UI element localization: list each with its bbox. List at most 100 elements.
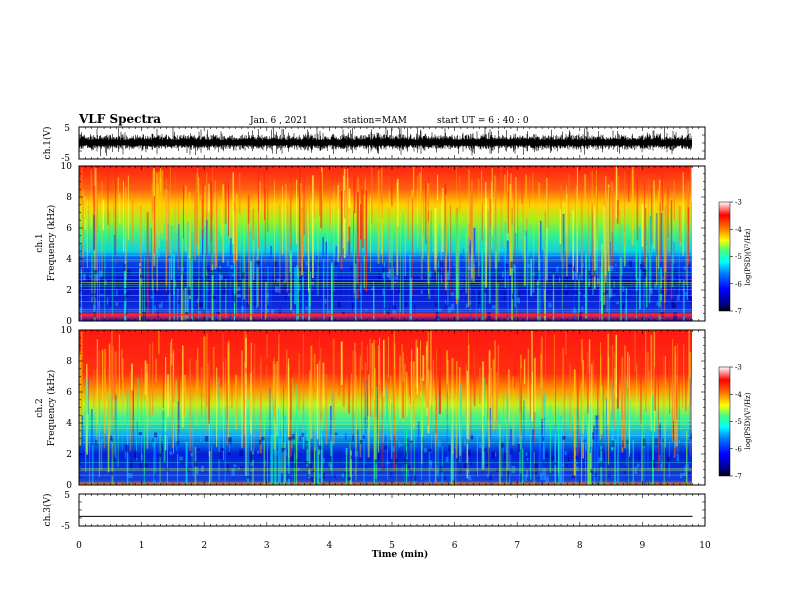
spectral-streak [607,333,610,424]
spectral-streak [401,344,403,423]
spectral-streak [615,334,617,399]
spectral-streak [663,355,665,421]
spectral-streak [652,394,654,485]
spectral-streak [683,344,685,407]
spectral-streak [645,245,648,287]
spectral-patch [239,449,244,457]
spectral-streak [532,215,535,293]
spectral-patch [444,476,446,480]
spectral-streak [377,357,379,440]
spectral-patch [381,467,385,472]
spectral-patch [634,466,638,474]
spectral-streak [685,334,687,412]
spectral-streak [587,412,590,485]
spectral-streak [381,205,383,255]
spectral-patch [491,305,496,309]
spectral-streak [691,399,692,455]
spectral-streak [511,225,513,321]
spectral-streak [434,433,437,485]
time-tick-label: 10 [699,541,711,551]
spectral-patch [307,463,312,470]
spectral-streak [397,183,398,284]
spectral-streak [519,359,521,414]
spectral-streak [302,334,305,436]
spectral-streak [627,352,629,388]
spectral-patch [231,468,235,476]
spectral-streak [131,199,134,245]
spectral-streak [490,351,491,446]
spectral-streak [221,203,222,236]
spectral-streak [459,367,461,462]
spectral-streak [165,178,168,286]
spectral-patch [468,449,471,456]
spectral-streak [529,176,530,208]
spectral-streak [692,263,693,314]
spectral-streak [115,339,117,385]
spectral-streak [177,201,179,229]
spectral-streak [159,433,161,485]
spectral-patch [459,446,462,449]
spectral-patch [503,293,506,301]
spectral-patch [168,295,171,300]
spectral-streak [587,342,589,414]
spectral-streak [206,219,208,270]
spectral-streak [82,189,84,258]
spectral-patch [139,461,143,470]
spectral-streak [257,211,259,307]
spectral-streak [645,441,647,485]
spectral-streak [611,181,614,233]
spectral-streak [334,332,336,359]
spectral-patch [482,464,485,470]
spectral-patch [236,287,241,291]
spectral-patch [352,304,354,311]
spectral-streak [104,213,106,318]
spectral-patch [654,434,658,439]
spectral-patch [184,433,187,440]
spectral-patch [688,472,691,478]
spectral-patch [364,433,366,436]
spectral-streak [360,177,362,281]
spectral-streak [608,263,610,321]
spectral-streak [391,178,393,207]
spectral-streak [592,242,594,296]
spectral-streak [663,409,665,485]
spectral-streak [182,345,184,428]
spectral-streak [512,376,515,446]
spectral-patch [270,456,273,462]
spectral-patch [321,458,325,463]
spectral-patch [98,301,100,309]
spectral-patch [109,438,113,441]
spectral-patch [283,280,287,284]
spectral-streak [383,339,385,397]
spectral-streak [120,363,122,390]
spectral-patch [375,280,379,283]
spectral-streak [234,283,236,321]
spectral-streak [349,442,351,485]
spectral-patch [383,283,385,291]
spectral-streak [539,421,541,475]
spectral-patch [310,281,315,286]
spectral-patch [593,270,596,277]
spectral-streak [474,349,475,376]
spectral-streak [605,398,607,468]
spectral-patch [144,463,148,468]
spectral-streak [367,369,369,417]
spectral-streak [628,426,629,485]
spectral-streak [175,379,177,442]
figure-title: VLF Spectra [78,112,161,126]
spectral-streak [82,199,84,274]
ch3-ytick-top: 5 [64,491,70,501]
spectral-streak [182,231,183,321]
spectral-streak [422,190,425,236]
spectral-patch [116,289,118,296]
spectral-streak [542,249,544,308]
spectral-streak [322,373,324,431]
spectral-streak [399,223,401,313]
spectral-patch [107,297,109,305]
spectral-streak [183,289,184,321]
spectral-streak [388,336,389,378]
time-tick-label: 0 [76,541,82,551]
spectral-streak [352,350,354,397]
spectral-patch [190,452,193,457]
spectral-streak [522,187,524,260]
